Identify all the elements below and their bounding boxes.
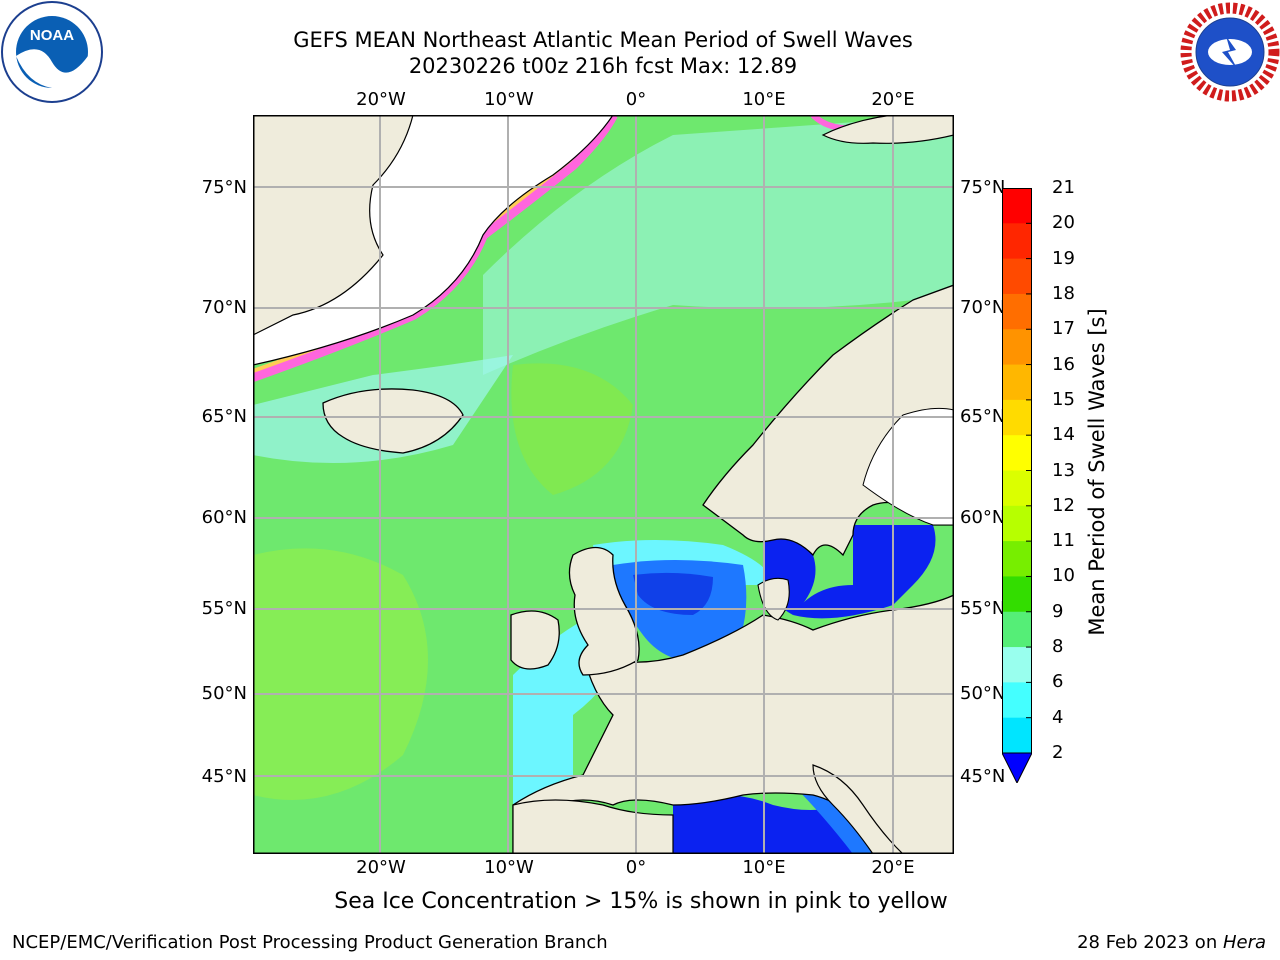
lat-label-left-45n: 45°N: [201, 766, 247, 787]
colorbar-tick-label: 19: [1052, 247, 1075, 269]
lat-label-right-50n: 50°N: [960, 683, 1006, 704]
colorbar-segment: [1002, 541, 1032, 577]
colorbar: [1002, 188, 1032, 783]
colorbar-tick-label: 6: [1052, 671, 1064, 693]
colorbar-label: Mean Period of Swell Waves [s]: [1085, 308, 1109, 636]
chart-title: GEFS MEAN Northeast Atlantic Mean Period…: [293, 28, 913, 52]
lat-label-right-55n: 55°N: [960, 598, 1006, 619]
lon-label-bottom-20e: 20°E: [871, 857, 915, 878]
map-gridlines: [253, 115, 954, 854]
colorbar-extend-triangle: [1002, 752, 1032, 783]
colorbar-segment: [1002, 435, 1032, 471]
colorbar-segment: [1002, 364, 1032, 401]
lat-label-left-75n: 75°N: [201, 177, 247, 198]
lat-label-left-50n: 50°N: [201, 683, 247, 704]
footer-date: 28 Feb 2023 on Hera: [1077, 932, 1266, 953]
colorbar-tick-label: 10: [1052, 565, 1075, 587]
colorbar-segment: [1002, 470, 1032, 507]
lon-label-bottom-10e: 10°E: [742, 857, 786, 878]
colorbar-tick-label: 4: [1052, 706, 1064, 728]
colorbar-tick-label: 13: [1052, 459, 1075, 481]
lon-label-top-10e: 10°E: [742, 89, 786, 110]
lon-label-top-20w: 20°W: [356, 89, 406, 110]
colorbar-segment: [1002, 647, 1032, 683]
lon-label-top-0: 0°: [625, 89, 647, 110]
colorbar-tick-label: 17: [1052, 318, 1075, 340]
lon-label-top-20e: 20°E: [871, 89, 915, 110]
lat-label-right-75n: 75°N: [960, 177, 1006, 198]
colorbar-tick-label: 12: [1052, 494, 1075, 516]
footer-machine: Hera: [1222, 932, 1266, 953]
sea-ice-note: Sea Ice Concentration > 15% is shown in …: [334, 889, 948, 914]
lat-label-left-55n: 55°N: [201, 598, 247, 619]
lat-label-left-70n: 70°N: [201, 297, 247, 318]
lon-label-bottom-0: 0°: [625, 857, 647, 878]
colorbar-tick-label: 16: [1052, 353, 1075, 375]
map-panel: [253, 115, 954, 854]
colorbar-tick-label: 8: [1052, 636, 1064, 658]
lat-label-left-65n: 65°N: [201, 406, 247, 427]
colorbar-tick-label: 20: [1052, 212, 1075, 234]
colorbar-tick-label: 9: [1052, 600, 1064, 622]
colorbar-tick-label: 21: [1052, 177, 1075, 198]
lat-label-left-60n: 60°N: [201, 507, 247, 528]
lat-label-right-65n: 65°N: [960, 406, 1006, 427]
footer-credit: NCEP/EMC/Verification Post Processing Pr…: [12, 932, 608, 953]
noaa-logo: NOAA: [1, 1, 103, 103]
footer-date-text: 28 Feb 2023 on: [1077, 932, 1223, 953]
colorbar-segment: [1002, 611, 1032, 648]
swell-period-map: [253, 115, 954, 854]
nws-logo: [1180, 2, 1280, 102]
colorbar-segment: [1002, 293, 1032, 330]
colorbar-segment: [1002, 258, 1032, 295]
colorbar-segment: [1002, 717, 1032, 754]
colorbar-segment: [1002, 223, 1032, 260]
colorbar-tick-label: 2: [1052, 742, 1064, 763]
lat-label-right-45n: 45°N: [960, 766, 1006, 787]
chart-subtitle: 20230226 t00z 216h fcst Max: 12.89: [408, 54, 798, 78]
lon-label-bottom-20w: 20°W: [356, 857, 406, 878]
lat-label-right-60n: 60°N: [960, 507, 1006, 528]
colorbar-tick-label: 18: [1052, 282, 1075, 304]
colorbar-tick-label: 14: [1052, 424, 1075, 446]
lat-label-right-70n: 70°N: [960, 297, 1006, 318]
colorbar-tick-label: 11: [1052, 530, 1075, 552]
noaa-logo-text: NOAA: [30, 27, 74, 44]
colorbar-segment: [1002, 188, 1032, 224]
lon-label-bottom-10w: 10°W: [484, 857, 534, 878]
colorbar-tick-label: 15: [1052, 388, 1075, 410]
colorbar-segment: [1002, 576, 1032, 613]
colorbar-segment: [1002, 505, 1032, 542]
lon-label-top-10w: 10°W: [484, 89, 534, 110]
colorbar-segment: [1002, 399, 1032, 436]
colorbar-segment: [1002, 682, 1032, 719]
colorbar-segment: [1002, 329, 1032, 366]
